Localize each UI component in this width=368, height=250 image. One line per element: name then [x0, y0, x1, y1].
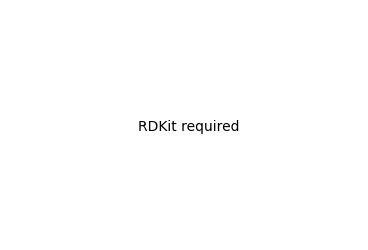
Text: RDKit required: RDKit required	[138, 119, 239, 133]
